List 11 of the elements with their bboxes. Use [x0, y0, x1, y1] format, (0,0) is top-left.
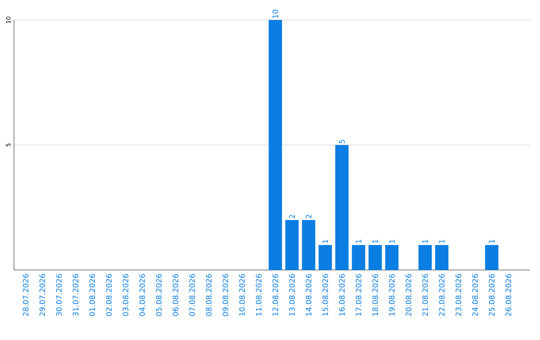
bar — [418, 245, 432, 270]
bar — [352, 245, 366, 270]
bar — [368, 245, 382, 270]
bar — [385, 245, 399, 270]
bar — [318, 245, 332, 270]
bar — [302, 220, 316, 270]
bar — [435, 245, 448, 270]
bar — [285, 220, 299, 270]
bar — [268, 20, 282, 270]
bar — [485, 245, 498, 270]
bar — [335, 145, 349, 270]
